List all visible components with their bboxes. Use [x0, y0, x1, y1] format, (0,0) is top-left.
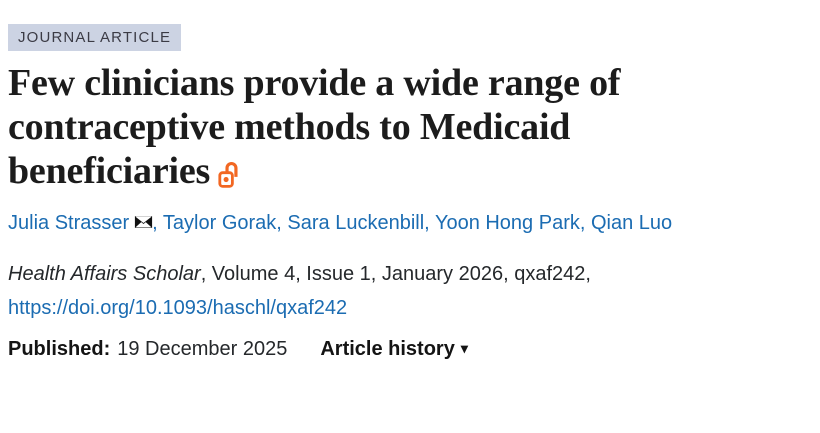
article-history-toggle[interactable]: Article history ▾: [320, 334, 468, 363]
published-date: 19 December 2025: [117, 338, 288, 360]
chevron-down-icon: ▾: [460, 340, 468, 356]
article-title-text: Few clinicians provide a wide range of c…: [8, 62, 621, 192]
envelope-icon[interactable]: [134, 215, 153, 229]
author-separator-3: ,: [579, 212, 591, 234]
publication-info-row: Published: 19 December 2025 Article histor…: [8, 323, 812, 363]
status-badge: JOURNAL ARTICLE: [8, 24, 182, 51]
journal-name: Health Affairs Scholar: [8, 263, 201, 285]
citation-details: , Volume 4, Issue 1, January 2026, qxaf2…: [200, 263, 591, 285]
open-access-lock-icon: [217, 159, 241, 189]
article-history-label: Article history: [320, 338, 455, 360]
author-separator-2: ,: [424, 212, 435, 234]
citation-line: Health Affairs Scholar, Volume 4, Issue …: [8, 239, 808, 289]
author-separator-0: ,: [152, 212, 163, 234]
author-link-taylor-gorak[interactable]: Taylor Gorak: [162, 212, 277, 234]
badge-row: JOURNAL ARTICLE: [8, 0, 812, 51]
page-title: Few clinicians provide a wide range of c…: [8, 51, 698, 193]
doi-link[interactable]: https://doi.org/10.1093/haschl/qxaf242: [8, 297, 348, 319]
author-link-julia-strasser[interactable]: Julia Strasser: [8, 212, 130, 234]
published-label: Published:: [8, 338, 111, 360]
author-link-sara-luckenbill[interactable]: Sara Luckenbill: [287, 212, 425, 234]
author-list: Julia Strasser , Taylor Gorak, Sara Luck…: [8, 193, 798, 239]
doi-line: https://doi.org/10.1093/haschl/qxaf242: [8, 289, 812, 323]
author-link-qian-luo[interactable]: Qian Luo: [590, 212, 673, 234]
author-link-yoon-hong-park[interactable]: Yoon Hong Park: [434, 212, 580, 234]
author-separator-1: ,: [276, 212, 288, 234]
